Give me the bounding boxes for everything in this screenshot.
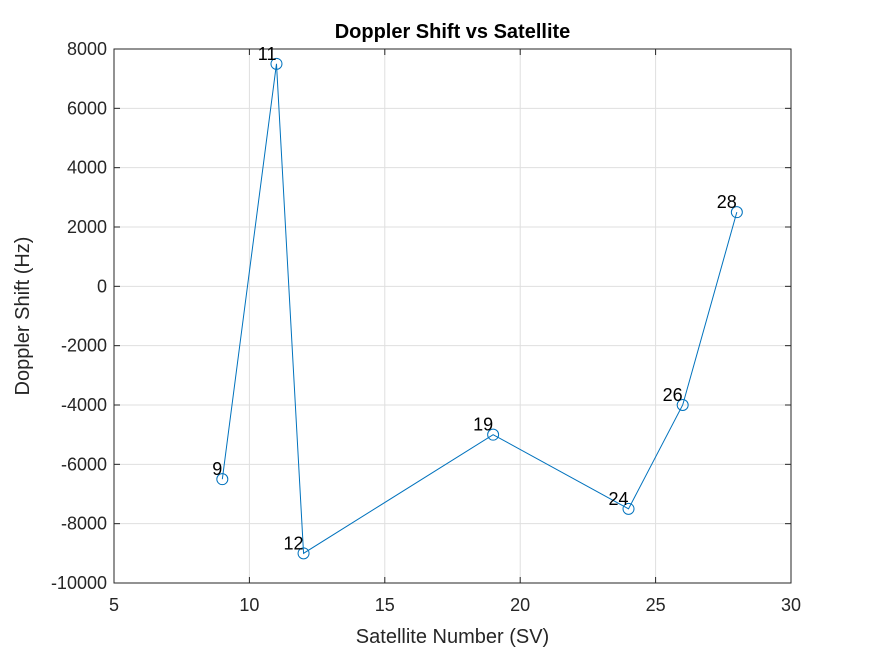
axis-ticks: 5 10 15 20 25 30 -10000 -8000 -6000 -4000 -2000 0 20… (51, 39, 801, 615)
y-axis-label: Doppler Shift (Hz) (12, 237, 34, 396)
data-point (216, 473, 229, 486)
data-point (730, 206, 743, 219)
x-tick-label: 25 (646, 595, 666, 615)
y-tick-label: 4000 (67, 158, 107, 178)
data-label: 9 (212, 459, 222, 479)
y-tick-label: 8000 (67, 39, 107, 59)
x-tick-label: 20 (510, 595, 530, 615)
y-tick-label: -4000 (61, 395, 107, 415)
x-tick-label: 5 (109, 595, 119, 615)
series-line (221, 63, 738, 555)
y-tick-label: 0 (97, 276, 107, 296)
data-point (487, 428, 500, 441)
data-point (297, 547, 310, 560)
y-tick-label: -6000 (61, 454, 107, 474)
grid (113, 48, 792, 584)
y-tick-label: -2000 (61, 336, 107, 356)
y-tick-label: 2000 (67, 217, 107, 237)
point-labels: 9 11 12 19 24 26 28 (212, 44, 737, 553)
x-tick-label: 10 (239, 595, 259, 615)
data-point (622, 502, 635, 515)
x-axis-label: Satellite Number (SV) (356, 626, 549, 648)
y-tick-label: -8000 (61, 514, 107, 534)
data-label: 19 (473, 415, 493, 435)
x-tick-label: 15 (375, 595, 395, 615)
data-label: 26 (663, 385, 683, 405)
x-tick-label: 30 (781, 595, 801, 615)
plot-area (113, 48, 792, 584)
data-label: 24 (608, 489, 628, 509)
y-tick-label: 6000 (67, 98, 107, 118)
data-label: 11 (258, 44, 277, 64)
data-point (676, 399, 689, 411)
y-tick-label: -10000 (51, 573, 107, 593)
data-label: 12 (284, 533, 304, 553)
chart-title: Doppler Shift vs Satellite (335, 21, 571, 43)
data-series (216, 57, 743, 560)
data-label: 28 (717, 192, 737, 212)
data-point (270, 57, 283, 70)
